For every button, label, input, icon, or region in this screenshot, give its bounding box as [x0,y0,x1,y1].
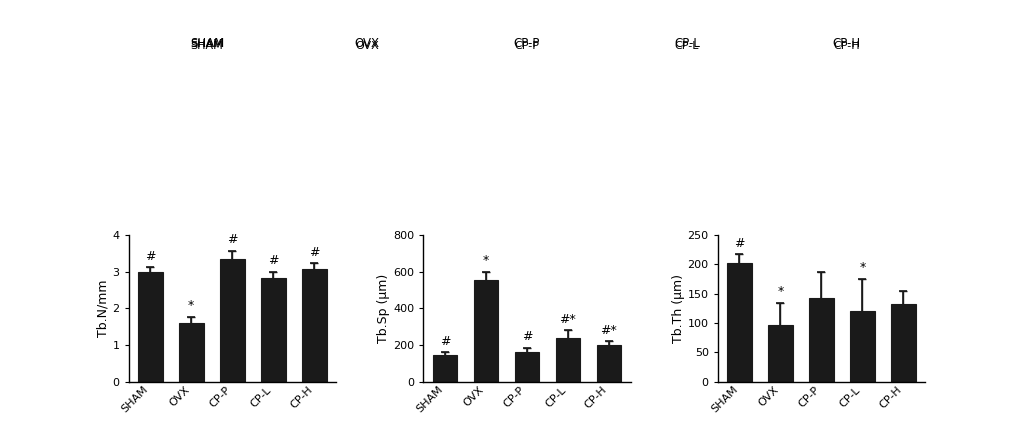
Bar [179,323,204,382]
Title: SHAM: SHAM [190,41,223,51]
Bar [302,269,327,382]
Title: OVX: OVX [355,37,379,50]
Bar [474,280,499,382]
Bar [809,298,834,382]
Text: #: # [440,335,450,348]
Title: CP-P: CP-P [514,37,540,50]
Text: #: # [521,330,533,344]
Text: #: # [145,250,155,263]
Bar [596,345,621,382]
Title: CP-L: CP-L [674,37,700,50]
Y-axis label: Tb.Th (μm): Tb.Th (μm) [671,274,685,343]
Y-axis label: Tb.N/mm: Tb.N/mm [97,280,110,337]
Text: *: * [483,254,489,267]
Text: #: # [268,254,279,267]
Bar [515,353,539,382]
Text: *: * [859,261,866,274]
Title: CP-H: CP-H [834,41,860,51]
Title: CP-L: CP-L [674,41,699,51]
Bar [850,311,875,382]
Text: #: # [309,246,320,259]
Bar [891,304,916,382]
Bar [138,272,162,382]
Bar [555,338,580,382]
Bar [727,263,751,382]
Bar [768,325,793,382]
Bar [433,355,457,382]
Bar [261,278,286,382]
Y-axis label: Tb.Sp (μm): Tb.Sp (μm) [377,274,391,343]
Text: #*: #* [600,324,617,337]
Title: OVX: OVX [355,41,378,51]
Title: CP-P: CP-P [514,41,540,51]
Text: #*: #* [559,313,577,326]
Text: *: * [777,285,783,298]
Bar [220,259,245,382]
Text: #: # [734,237,744,250]
Text: *: * [188,299,194,312]
Title: SHAM: SHAM [190,39,223,49]
Title: SHAM: SHAM [190,37,224,50]
Text: #: # [227,233,237,247]
Title: CP-H: CP-H [833,37,860,50]
